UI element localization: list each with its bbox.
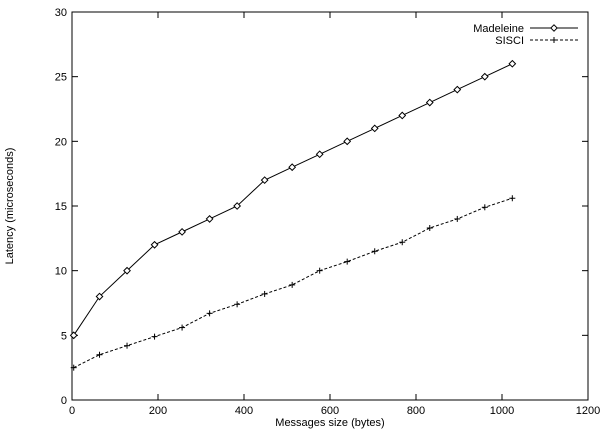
- data-point-sisci: [179, 324, 186, 331]
- data-point-sisci: [234, 301, 241, 308]
- data-point-sisci: [481, 204, 488, 211]
- data-point-madeleine: [150, 240, 159, 249]
- axis-ticks: 0 200 400 600 800 1000 1200 0 5 10 15 20 25 30: [55, 7, 600, 417]
- y-axis-label: Latency (microseconds): [4, 148, 16, 265]
- series-madeleine: [69, 59, 517, 340]
- y-tick-label: 10: [55, 266, 67, 278]
- data-point-sisci: [151, 333, 158, 340]
- data-point-sisci: [454, 215, 461, 222]
- x-tick-label: 600: [321, 405, 339, 417]
- x-tick-label: 400: [235, 405, 253, 417]
- x-tick-label: 800: [407, 405, 425, 417]
- data-point-sisci: [70, 364, 77, 371]
- data-point-sisci: [96, 351, 103, 358]
- series-line-madeleine: [73, 63, 513, 336]
- y-tick-label: 0: [61, 395, 67, 407]
- y-tick-label: 30: [55, 7, 67, 19]
- y-tick-label: 25: [55, 72, 67, 84]
- series-layer: [69, 59, 517, 371]
- data-point-madeleine: [123, 266, 131, 275]
- data-point-sisci: [509, 195, 516, 202]
- data-point-sisci: [124, 342, 131, 349]
- data-point-madeleine: [425, 98, 434, 107]
- data-point-sisci: [261, 290, 268, 297]
- data-point-madeleine: [508, 59, 517, 68]
- data-point-madeleine: [398, 111, 407, 120]
- data-point-madeleine: [95, 292, 104, 301]
- data-point-sisci: [371, 248, 378, 255]
- x-tick-label: 1200: [576, 405, 600, 417]
- data-point-sisci: [206, 310, 213, 317]
- data-point-sisci: [426, 224, 433, 231]
- data-point-madeleine: [233, 202, 242, 210]
- legend-label-madeleine: Madeleine: [473, 23, 524, 35]
- legend-label-sisci: SISCI: [495, 35, 524, 47]
- x-tick-label: 1000: [490, 405, 514, 417]
- data-point-madeleine: [343, 137, 352, 146]
- data-point-sisci: [316, 267, 323, 274]
- data-point-madeleine: [178, 227, 186, 236]
- data-point-madeleine: [453, 85, 462, 94]
- data-point-madeleine: [205, 215, 214, 223]
- data-point-madeleine: [260, 176, 269, 185]
- data-point-sisci: [399, 239, 406, 246]
- data-point-madeleine: [315, 150, 324, 159]
- legend-marker-sisci: [551, 37, 557, 43]
- y-tick-label: 20: [55, 136, 67, 148]
- y-tick-label: 15: [55, 201, 67, 213]
- plot-frame: [71, 11, 589, 401]
- y-tick-label: 5: [61, 330, 67, 342]
- data-point-sisci: [344, 258, 351, 265]
- series-sisci: [70, 195, 516, 371]
- legend-marker-madeleine: [550, 24, 558, 32]
- data-point-madeleine: [370, 124, 379, 133]
- x-axis-label: Messages size (bytes): [275, 417, 384, 429]
- data-point-madeleine: [480, 72, 489, 81]
- x-tick-label: 200: [149, 405, 167, 417]
- series-line-sisci: [73, 197, 513, 369]
- data-point-sisci: [289, 281, 296, 288]
- x-tick-label: 0: [69, 405, 75, 417]
- data-point-madeleine: [288, 163, 297, 172]
- data-point-madeleine: [69, 331, 78, 340]
